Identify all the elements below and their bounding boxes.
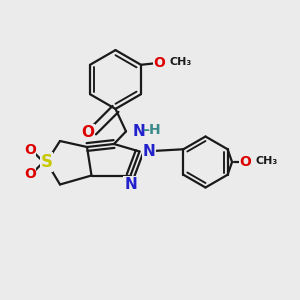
Text: O: O — [24, 167, 36, 181]
Text: –H: –H — [142, 124, 161, 137]
Text: N: N — [133, 124, 146, 139]
Text: O: O — [240, 155, 251, 169]
Text: CH₃: CH₃ — [169, 57, 192, 68]
Text: S: S — [40, 153, 52, 171]
Text: N: N — [124, 177, 137, 192]
Text: O: O — [81, 125, 94, 140]
Text: O: O — [24, 143, 36, 157]
Text: O: O — [154, 56, 166, 70]
Text: CH₃: CH₃ — [256, 156, 278, 167]
Text: N: N — [142, 144, 155, 159]
